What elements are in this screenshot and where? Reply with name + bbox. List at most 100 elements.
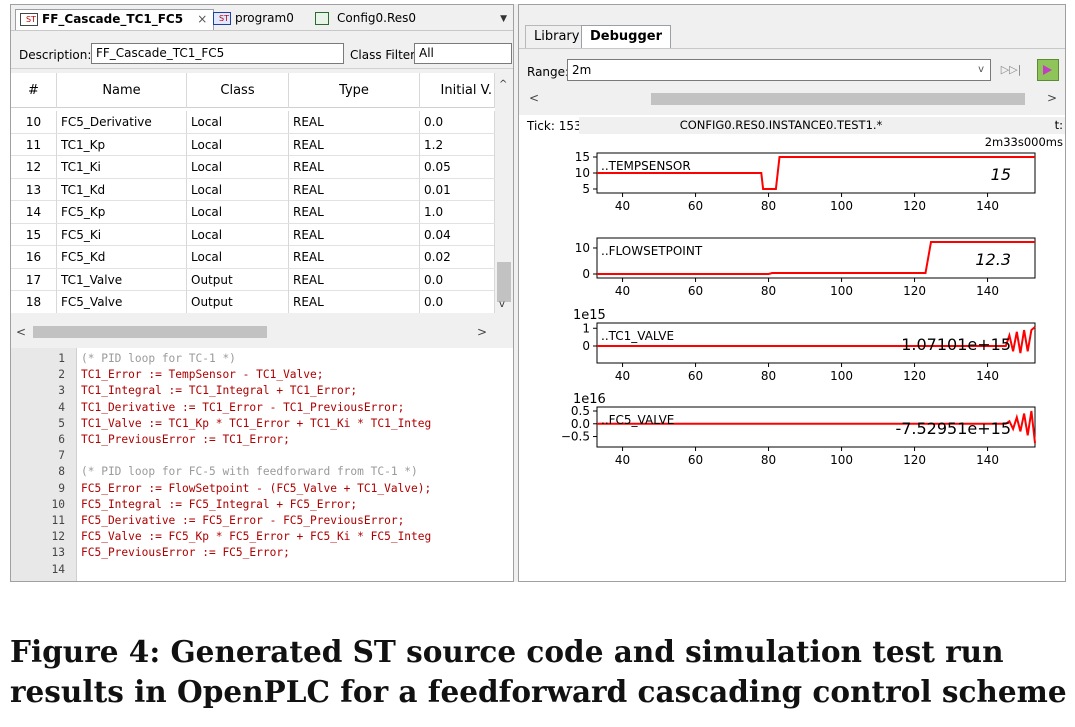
code-line[interactable]: 2 TC1_Error := TempSensor - TC1_Valve; bbox=[11, 367, 513, 383]
cell-initial-value[interactable]: 0.0 bbox=[420, 268, 495, 291]
cell-num[interactable]: 13 bbox=[11, 178, 57, 201]
table-row[interactable]: 14 FC5_Kp Local REAL 1.0 bbox=[11, 201, 495, 224]
code-text[interactable]: TC1_Derivative := TC1_Error - TC1_Previo… bbox=[81, 400, 405, 414]
cell-num[interactable]: 17 bbox=[11, 268, 57, 291]
cell-num[interactable]: 15 bbox=[11, 223, 57, 246]
scroll-left-icon[interactable]: < bbox=[16, 325, 27, 339]
code-line[interactable]: 12 FC5_Valve := FC5_Kp * FC5_Error + FC5_… bbox=[11, 529, 513, 545]
code-line[interactable]: 1 (* PID loop for TC-1 *) bbox=[11, 351, 513, 367]
debugger-horizontal-scrollbar[interactable]: < > bbox=[525, 91, 1061, 107]
cell-name[interactable]: TC1_Kd bbox=[57, 178, 187, 201]
cell-type[interactable]: REAL bbox=[289, 246, 420, 268]
code-text[interactable]: TC1_Valve := TC1_Kp * TC1_Error + TC1_Ki… bbox=[81, 416, 432, 430]
code-line[interactable]: 9 FC5_Error := FlowSetpoint - (FC5_Valve … bbox=[11, 481, 513, 497]
close-icon[interactable]: × bbox=[197, 12, 208, 26]
cell-name[interactable]: TC1_Valve bbox=[57, 268, 187, 291]
cell-class[interactable]: Output bbox=[187, 291, 289, 313]
code-text[interactable]: FC5_Derivative := FC5_Error - FC5_Previo… bbox=[81, 514, 405, 527]
cell-class[interactable]: Local bbox=[187, 156, 289, 178]
column-header-num[interactable]: # bbox=[11, 73, 57, 108]
cell-initial-value[interactable]: 0.04 bbox=[420, 223, 495, 246]
code-text[interactable]: (* PID loop for FC-5 with feedforward fr… bbox=[81, 465, 418, 479]
code-line[interactable]: 6 TC1_PreviousError := TC1_Error; bbox=[11, 432, 513, 448]
code-line[interactable]: 3 TC1_Integral := TC1_Integral + TC1_Erro… bbox=[11, 383, 513, 399]
cell-num[interactable]: 10 bbox=[11, 111, 57, 133]
table-row[interactable]: 10 FC5_Derivative Local REAL 0.0 bbox=[11, 111, 495, 134]
cell-type[interactable]: REAL bbox=[289, 178, 420, 201]
cell-initial-value[interactable]: 1.2 bbox=[420, 133, 495, 156]
cell-num[interactable]: 16 bbox=[11, 246, 57, 268]
scroll-right-icon[interactable]: > bbox=[1046, 91, 1057, 105]
cell-type[interactable]: REAL bbox=[289, 111, 420, 133]
range-select[interactable]: 2m v bbox=[567, 59, 991, 81]
cell-initial-value[interactable]: 0.01 bbox=[420, 178, 495, 201]
code-text[interactable]: FC5_Error := FlowSetpoint - (FC5_Valve +… bbox=[81, 481, 432, 495]
cell-name[interactable]: FC5_Kp bbox=[57, 201, 187, 223]
scroll-thumb[interactable] bbox=[651, 93, 1025, 105]
code-text[interactable]: (* PID loop for TC-1 *) bbox=[81, 352, 236, 365]
code-line[interactable]: 7 bbox=[11, 448, 513, 464]
table-horizontal-scrollbar[interactable]: < > bbox=[11, 323, 495, 341]
scroll-thumb[interactable] bbox=[497, 262, 511, 302]
cell-name[interactable]: FC5_Derivative bbox=[57, 111, 187, 133]
cell-num[interactable]: 18 bbox=[11, 291, 57, 313]
table-row[interactable]: 15 FC5_Ki Local REAL 0.04 bbox=[11, 223, 495, 246]
table-row[interactable]: 16 FC5_Kd Local REAL 0.02 bbox=[11, 246, 495, 269]
code-line[interactable]: 10 FC5_Integral := FC5_Integral + FC5_Err… bbox=[11, 497, 513, 513]
tab-debugger[interactable]: Debugger bbox=[581, 25, 672, 48]
code-text[interactable]: FC5_Valve := FC5_Kp * FC5_Error + FC5_Ki… bbox=[81, 530, 432, 544]
cell-type[interactable]: REAL bbox=[289, 291, 420, 313]
cell-type[interactable]: REAL bbox=[289, 156, 420, 178]
code-text[interactable]: FC5_Integral := FC5_Integral + FC5_Error… bbox=[81, 497, 358, 511]
class-filter-select[interactable]: All bbox=[414, 43, 512, 64]
scroll-thumb[interactable] bbox=[33, 326, 267, 338]
cell-name[interactable]: FC5_Valve bbox=[57, 291, 187, 313]
cell-name[interactable]: TC1_Ki bbox=[57, 156, 187, 178]
cell-initial-value[interactable]: 1.0 bbox=[420, 201, 495, 223]
table-row[interactable]: 13 TC1_Kd Local REAL 0.01 bbox=[11, 178, 495, 201]
code-line[interactable]: 4 TC1_Derivative := TC1_Error - TC1_Previ… bbox=[11, 400, 513, 416]
code-text[interactable]: TC1_Error := TempSensor - TC1_Valve; bbox=[81, 368, 324, 382]
cell-class[interactable]: Local bbox=[187, 133, 289, 156]
code-text[interactable]: TC1_PreviousError := TC1_Error; bbox=[81, 433, 290, 446]
cell-class[interactable]: Local bbox=[187, 111, 289, 133]
cell-class[interactable]: Local bbox=[187, 223, 289, 246]
scroll-left-icon[interactable]: < bbox=[529, 91, 540, 105]
tab-config0-res0[interactable]: Config0.Res0 bbox=[311, 9, 422, 30]
cell-type[interactable]: REAL bbox=[289, 201, 420, 223]
cell-name[interactable]: FC5_Kd bbox=[57, 246, 187, 268]
cell-initial-value[interactable]: 0.02 bbox=[420, 246, 495, 268]
scroll-right-icon[interactable]: > bbox=[477, 325, 488, 339]
cell-initial-value[interactable]: 0.05 bbox=[420, 156, 495, 178]
code-line[interactable]: 13 FC5_PreviousError := FC5_Error; bbox=[11, 545, 513, 561]
cell-class[interactable]: Local bbox=[187, 201, 289, 223]
column-header-name[interactable]: Name bbox=[57, 73, 187, 108]
scroll-up-icon[interactable]: ^ bbox=[499, 79, 508, 90]
table-row[interactable]: 18 FC5_Valve Output REAL 0.0 bbox=[11, 291, 495, 313]
cell-num[interactable]: 12 bbox=[11, 156, 57, 178]
export-graph-button[interactable] bbox=[1037, 59, 1059, 81]
cell-num[interactable]: 14 bbox=[11, 201, 57, 223]
tab-program0[interactable]: ST program0 bbox=[209, 9, 300, 30]
code-line[interactable]: 5 TC1_Valve := TC1_Kp * TC1_Error + TC1_K… bbox=[11, 416, 513, 432]
cell-name[interactable]: FC5_Ki bbox=[57, 223, 187, 246]
table-row[interactable]: 17 TC1_Valve Output REAL 0.0 bbox=[11, 268, 495, 291]
column-header-class[interactable]: Class bbox=[187, 73, 289, 108]
tab-ff-cascade[interactable]: ST FF_Cascade_TC1_FC5 × bbox=[15, 9, 215, 30]
cell-num[interactable]: 11 bbox=[11, 133, 57, 156]
code-line[interactable]: 11 FC5_Derivative := FC5_Error - FC5_Prev… bbox=[11, 513, 513, 529]
cell-class[interactable]: Local bbox=[187, 246, 289, 268]
scroll-down-icon[interactable]: v bbox=[499, 299, 505, 310]
cell-name[interactable]: TC1_Kp bbox=[57, 133, 187, 156]
tab-library[interactable]: Library bbox=[525, 25, 589, 48]
code-line[interactable]: 14 bbox=[11, 562, 513, 578]
debug-plot[interactable]: 15 10 5 40 60 80 100 120 140 ..TEMPSENSOR 15 bbox=[575, 150, 1036, 213]
st-code-editor[interactable]: 1 (* PID loop for TC-1 *) 2 TC1_Error := Te… bbox=[11, 348, 513, 581]
code-text[interactable]: TC1_Integral := TC1_Integral + TC1_Error… bbox=[81, 384, 358, 398]
table-vertical-scrollbar[interactable]: ^ v bbox=[495, 73, 513, 313]
code-line[interactable]: 8 (* PID loop for FC-5 with feedforward f… bbox=[11, 464, 513, 480]
code-text[interactable]: FC5_PreviousError := FC5_Error; bbox=[81, 546, 290, 560]
tab-menu-icon[interactable]: ▼ bbox=[500, 14, 507, 24]
